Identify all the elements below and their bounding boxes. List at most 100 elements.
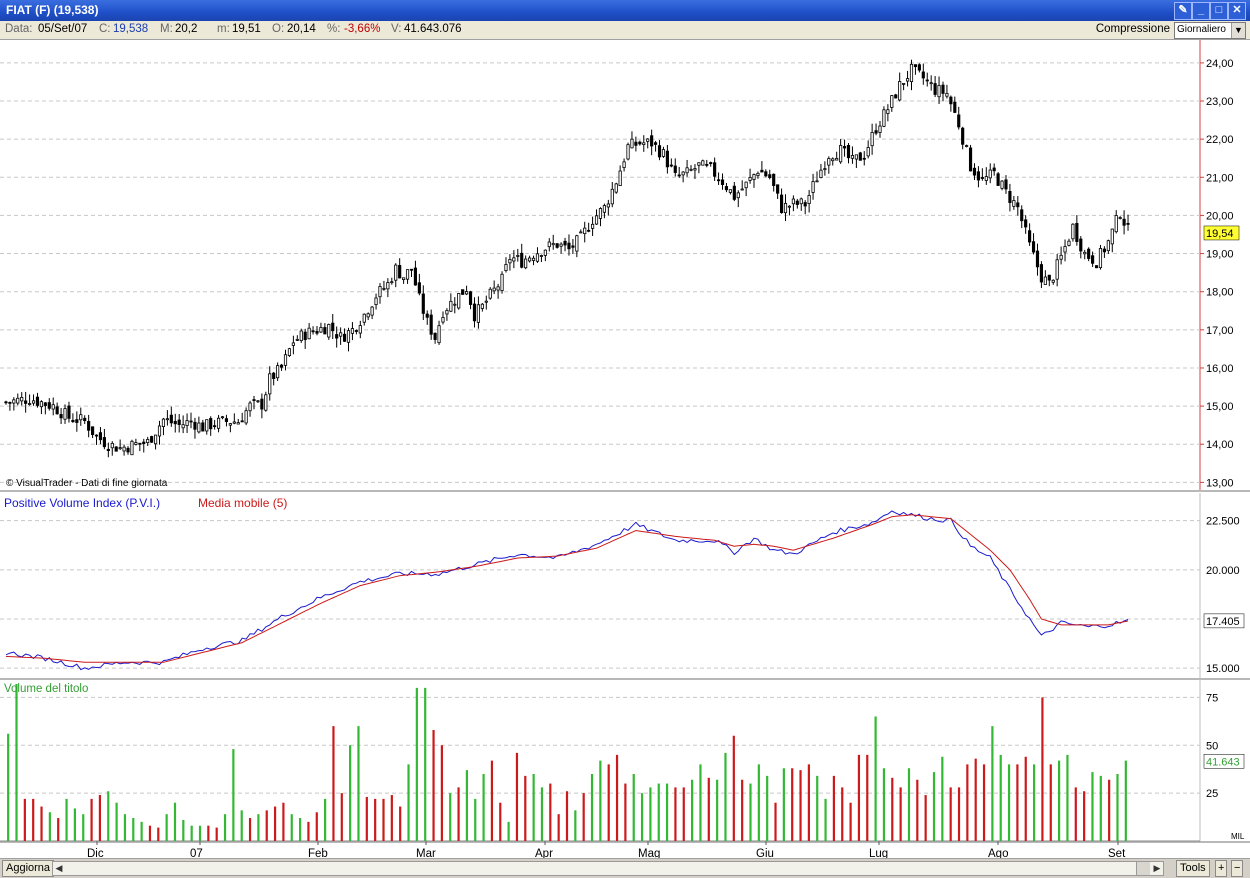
candle (984, 176, 988, 181)
aggiorna-button[interactable]: Aggiorna (2, 860, 55, 877)
candle (394, 264, 398, 281)
candle (256, 400, 260, 403)
y-tick-label: 24,00 (1206, 58, 1234, 70)
y-tick-label: 17,00 (1206, 325, 1234, 337)
scroll-right-icon[interactable]: ▶ (1153, 863, 1161, 873)
candle (535, 253, 540, 262)
candle (484, 300, 488, 303)
candle (567, 242, 571, 250)
candle (512, 257, 516, 262)
candle (303, 331, 307, 341)
candle (508, 259, 512, 264)
candle (205, 419, 209, 432)
candle (169, 414, 173, 424)
candle (228, 423, 232, 426)
candle (260, 398, 264, 410)
candle (193, 421, 197, 430)
candle (890, 95, 894, 108)
y-tick-label: 15.000 (1206, 663, 1240, 675)
candle (819, 169, 823, 179)
x-tick-label: Set (1108, 848, 1126, 858)
maximize-icon[interactable]: □ (1210, 2, 1228, 20)
x-tick-label: 07 (190, 848, 203, 858)
candle (366, 313, 370, 318)
candle (342, 333, 347, 342)
candle (689, 168, 693, 171)
candle (610, 188, 614, 205)
candle (669, 164, 673, 167)
candle (67, 405, 71, 419)
candle (189, 420, 193, 423)
candle (909, 63, 914, 83)
candle (20, 397, 24, 402)
candle (555, 243, 559, 248)
candle (571, 245, 575, 248)
candle (1094, 265, 1099, 269)
scroll-thumb[interactable] (1136, 862, 1150, 875)
candle (1012, 200, 1016, 207)
candle (1063, 246, 1067, 253)
candle (252, 399, 256, 401)
candle (216, 417, 221, 429)
candle (31, 400, 36, 404)
candle (87, 421, 91, 431)
candle (370, 306, 374, 316)
candle (835, 157, 839, 161)
candle (161, 418, 166, 427)
candle (520, 252, 524, 268)
scroll-left-icon[interactable]: ◀ (55, 863, 63, 873)
pin-icon[interactable]: ✎ (1174, 2, 1192, 20)
y-tick-label: 22,00 (1206, 134, 1234, 146)
candle (461, 289, 465, 295)
candle (874, 130, 878, 134)
horizontal-scrollbar[interactable]: ◀ ▶ (52, 861, 1164, 876)
candle (925, 79, 929, 82)
candle (79, 414, 83, 421)
candle (587, 229, 591, 232)
candle (224, 418, 229, 422)
candle (716, 179, 721, 182)
x-tick-label: Mag (638, 848, 660, 858)
x-tick-label: Giu (756, 848, 774, 858)
candle (547, 241, 551, 248)
candle (146, 439, 150, 443)
candle (24, 400, 28, 404)
close-icon[interactable]: ✕ (1228, 2, 1246, 20)
y-tick-label: 14,00 (1206, 439, 1234, 451)
candle (606, 203, 610, 208)
candle (988, 169, 992, 179)
minimize-icon[interactable]: _ (1192, 2, 1210, 20)
candle (413, 267, 418, 286)
compression-select[interactable]: Giornaliero ▼ (1174, 22, 1246, 39)
candle (323, 327, 327, 335)
candle (650, 135, 654, 147)
pct-label: %: (327, 23, 341, 35)
candle (311, 330, 315, 333)
candle (83, 417, 87, 422)
zoom-out-icon[interactable]: − (1231, 860, 1244, 877)
candle (1039, 264, 1043, 283)
candle (75, 419, 79, 423)
candle (465, 291, 469, 295)
candle (677, 174, 681, 177)
candle (1071, 223, 1075, 240)
volume-title: Volume del titolo (4, 683, 88, 695)
last-pvi-label: 17.405 (1206, 616, 1240, 628)
zoom-in-icon[interactable]: + (1215, 860, 1228, 877)
candle (350, 328, 355, 334)
candle (559, 243, 563, 247)
candle (173, 420, 177, 425)
candle (118, 447, 122, 450)
candle (358, 325, 362, 334)
tools-button[interactable]: Tools (1176, 860, 1210, 877)
pct-value: -3,66% (344, 23, 381, 35)
candle (1118, 217, 1122, 219)
chevron-down-icon[interactable]: ▼ (1231, 23, 1245, 38)
x-tick-label: Feb (308, 848, 328, 858)
candle (839, 145, 843, 163)
volume-value: 41.643.076 (404, 23, 462, 35)
data-label: Data: (5, 23, 33, 35)
y-tick-label: 75 (1206, 692, 1218, 704)
chart-area[interactable]: 13,00 14,00 15,00 16,00 17,00 18,00 19,00 20,00… (0, 40, 1250, 858)
candle (783, 202, 788, 214)
